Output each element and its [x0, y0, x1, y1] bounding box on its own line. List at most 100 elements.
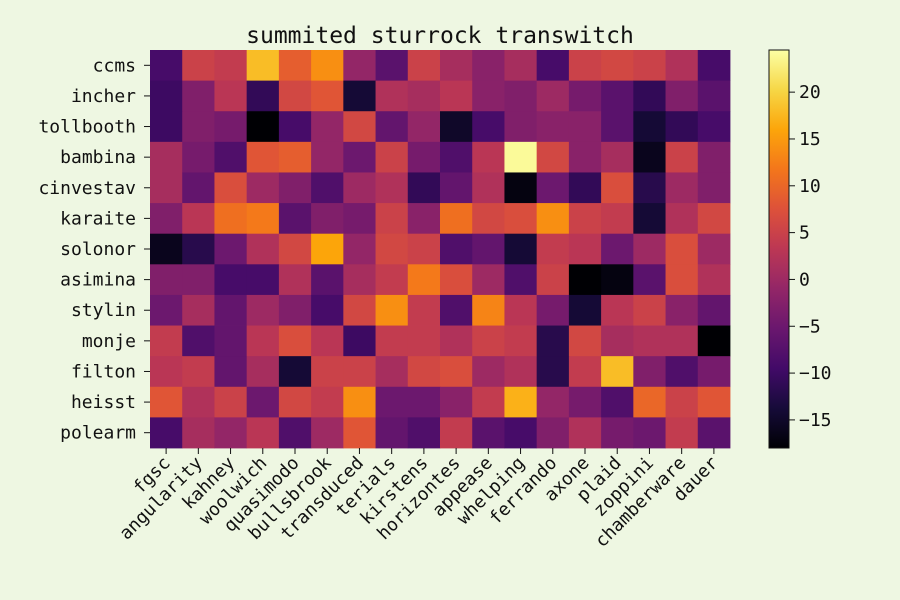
- colorbar-tick-label: −15: [799, 410, 832, 431]
- heatmap-cell: [601, 294, 634, 326]
- heatmap-cell: [407, 325, 441, 357]
- heatmap-cell: [407, 203, 441, 235]
- row-label: solonor: [60, 239, 136, 260]
- heatmap-cell: [278, 80, 312, 112]
- heatmap-cell: [311, 203, 344, 235]
- heatmap-cell: [440, 386, 473, 418]
- colorbar-tick-label: −10: [799, 363, 832, 384]
- heatmap-cell: [343, 386, 376, 418]
- heatmap-cell: [375, 141, 409, 173]
- heatmap-cell: [472, 80, 505, 112]
- heatmap-cell: [665, 172, 699, 204]
- heatmap-cell: [182, 356, 215, 388]
- heatmap-cell: [278, 264, 312, 296]
- heatmap-cell: [568, 417, 602, 449]
- heatmap-cell: [697, 386, 731, 418]
- heatmap-cell: [568, 172, 602, 204]
- heatmap-cell: [182, 172, 215, 204]
- heatmap-cell: [375, 417, 409, 449]
- heatmap-cell: [633, 294, 666, 326]
- heatmap-cell: [375, 233, 409, 265]
- heatmap-cell: [601, 203, 634, 235]
- heatmap-cell: [568, 141, 602, 173]
- heatmap-cell: [601, 50, 634, 82]
- heatmap-cell: [665, 325, 699, 357]
- heatmap-cell: [440, 233, 473, 265]
- heatmap-cell: [214, 111, 248, 143]
- heatmap-cell: [601, 111, 634, 143]
- heatmap-cell: [697, 172, 731, 204]
- heatmap-cell: [214, 417, 248, 449]
- heatmap-cell: [536, 356, 570, 388]
- heatmap-cell: [665, 141, 699, 173]
- heatmap-cell: [278, 233, 312, 265]
- heatmap-cell: [665, 356, 699, 388]
- heatmap-cell: [375, 111, 409, 143]
- heatmap-cell: [697, 233, 731, 265]
- heatmap-cell: [504, 80, 538, 112]
- heatmap-cell: [440, 80, 473, 112]
- heatmap-cell: [375, 294, 409, 326]
- heatmap-cell: [246, 172, 280, 204]
- row-label: cinvestav: [38, 178, 136, 199]
- heatmap-cell: [536, 325, 570, 357]
- heatmap-cell: [665, 264, 699, 296]
- row-label: asimina: [60, 270, 136, 291]
- colorbar-tick-label: 0: [799, 269, 810, 290]
- row-label: bambina: [60, 147, 136, 168]
- heatmap-cell: [246, 50, 280, 82]
- heatmap-cell: [375, 386, 409, 418]
- heatmap-cell: [343, 111, 376, 143]
- heatmap-cell: [665, 50, 699, 82]
- heatmap-cell: [536, 386, 570, 418]
- colorbar-tick-label: 15: [799, 129, 821, 150]
- heatmap-cell: [343, 233, 376, 265]
- heatmap-cell: [150, 141, 183, 173]
- colorbar-tick-label: 5: [799, 223, 810, 244]
- heatmap-cell: [214, 294, 248, 326]
- heatmap-cell: [246, 294, 280, 326]
- heatmap-cell: [343, 203, 376, 235]
- heatmap-cell: [343, 50, 376, 82]
- heatmap-cell: [504, 50, 538, 82]
- heatmap-cell: [182, 50, 215, 82]
- heatmap-cell: [440, 325, 473, 357]
- row-label: ccms: [93, 55, 136, 76]
- heatmap-cell: [182, 111, 215, 143]
- heatmap-cell: [472, 141, 505, 173]
- heatmap-cell: [182, 417, 215, 449]
- heatmap-cell: [214, 233, 248, 265]
- heatmap-cell: [440, 141, 473, 173]
- heatmap-cell: [278, 141, 312, 173]
- heatmap-cell: [601, 417, 634, 449]
- heatmap-cell: [697, 356, 731, 388]
- heatmap-cell: [504, 111, 538, 143]
- heatmap-cell: [504, 325, 538, 357]
- heatmap-cell: [150, 325, 183, 357]
- heatmap-cell: [440, 294, 473, 326]
- heatmap-cell: [472, 203, 505, 235]
- heatmap-cell: [665, 417, 699, 449]
- heatmap-cell: [633, 203, 666, 235]
- colorbar-gradient: [768, 49, 790, 449]
- row-label: filton: [71, 361, 136, 382]
- heatmap-cell: [150, 356, 183, 388]
- heatmap-cell: [343, 417, 376, 449]
- heatmap-cell: [407, 264, 441, 296]
- heatmap-cell: [536, 203, 570, 235]
- row-labels: ccms incher tollbooth bambina cinvestav karai…: [38, 55, 150, 444]
- heatmap-cell: [407, 356, 441, 388]
- row-label: polearm: [60, 423, 136, 444]
- heatmap-cell: [375, 172, 409, 204]
- heatmap-cell: [150, 80, 183, 112]
- heatmap-cell: [633, 325, 666, 357]
- heatmap-cell: [150, 386, 183, 418]
- heatmap-cell: [504, 417, 538, 449]
- heatmap-cell: [601, 233, 634, 265]
- heatmap-cell: [568, 356, 602, 388]
- heatmap-cell: [214, 141, 248, 173]
- heatmap-cell: [375, 356, 409, 388]
- heatmap-cell: [472, 386, 505, 418]
- heatmap-cell: [601, 356, 634, 388]
- heatmap-cell: [375, 325, 409, 357]
